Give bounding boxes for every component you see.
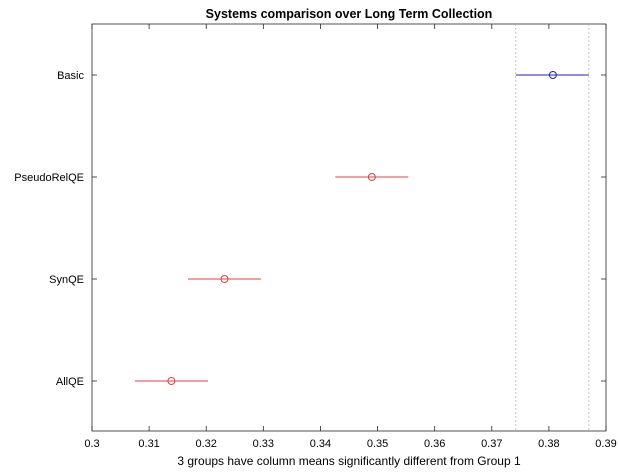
x-tick-label: 0.36 bbox=[424, 438, 445, 450]
mean-marker bbox=[548, 71, 557, 79]
x-axis-label: 3 groups have column means significantly… bbox=[177, 454, 521, 468]
y-tick-label: SynQE bbox=[49, 274, 84, 286]
x-tick-label: 0.3 bbox=[84, 438, 99, 450]
x-tick-label: 0.37 bbox=[481, 438, 502, 450]
mean-marker bbox=[167, 377, 176, 385]
chart-title: Systems comparison over Long Term Collec… bbox=[206, 7, 493, 21]
y-tick-label: Basic bbox=[57, 70, 84, 82]
x-tick-label: 0.31 bbox=[138, 438, 159, 450]
mean-marker bbox=[367, 173, 376, 181]
data-marks bbox=[134, 71, 589, 385]
mean-marker bbox=[220, 275, 229, 283]
y-axis: Basic PseudoRelQE SynQE AllQE bbox=[14, 70, 606, 388]
x-tick-label: 0.39 bbox=[595, 438, 616, 450]
y-tick-label: PseudoRelQE bbox=[14, 172, 84, 184]
x-tick-label: 0.34 bbox=[310, 438, 331, 450]
x-tick-label: 0.38 bbox=[538, 438, 559, 450]
x-axis: 0.3 0.31 0.32 0.33 0.34 0.35 0.36 0.37 0.38 0.39 bbox=[84, 24, 617, 450]
x-tick-label: 0.35 bbox=[367, 438, 388, 450]
y-tick-label: AllQE bbox=[56, 376, 84, 388]
plot-area bbox=[91, 23, 607, 432]
x-tick-label: 0.33 bbox=[253, 438, 274, 450]
x-tick-label: 0.32 bbox=[196, 438, 217, 450]
